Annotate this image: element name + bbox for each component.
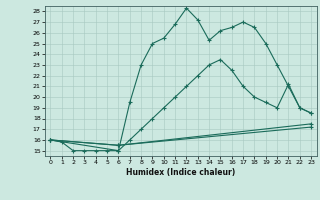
X-axis label: Humidex (Indice chaleur): Humidex (Indice chaleur) <box>126 168 236 177</box>
